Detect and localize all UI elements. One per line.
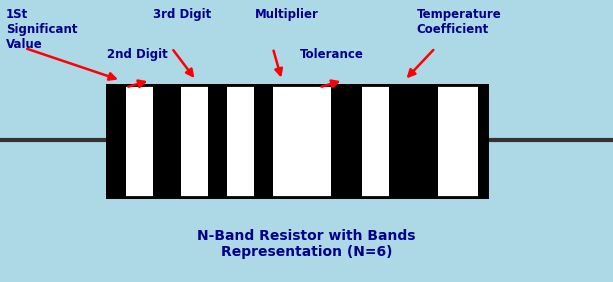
Bar bbox=[181, 85, 208, 197]
Bar bbox=[362, 85, 389, 197]
Text: 3rd Digit: 3rd Digit bbox=[153, 8, 211, 21]
Bar bbox=[126, 85, 153, 197]
Text: N-Band Resistor with Bands
Representation (N=6): N-Band Resistor with Bands Representatio… bbox=[197, 229, 416, 259]
Bar bbox=[107, 85, 487, 197]
Text: Multiplier: Multiplier bbox=[254, 8, 318, 21]
Bar bbox=[227, 85, 254, 197]
Text: 2nd Digit: 2nd Digit bbox=[107, 48, 168, 61]
Text: 1St
Significant
Value: 1St Significant Value bbox=[6, 8, 78, 51]
Bar bbox=[273, 85, 331, 197]
Bar bbox=[107, 85, 487, 197]
Text: Temperature
Coefficient: Temperature Coefficient bbox=[417, 8, 501, 36]
Text: Tolerance: Tolerance bbox=[300, 48, 364, 61]
Bar bbox=[438, 85, 478, 197]
